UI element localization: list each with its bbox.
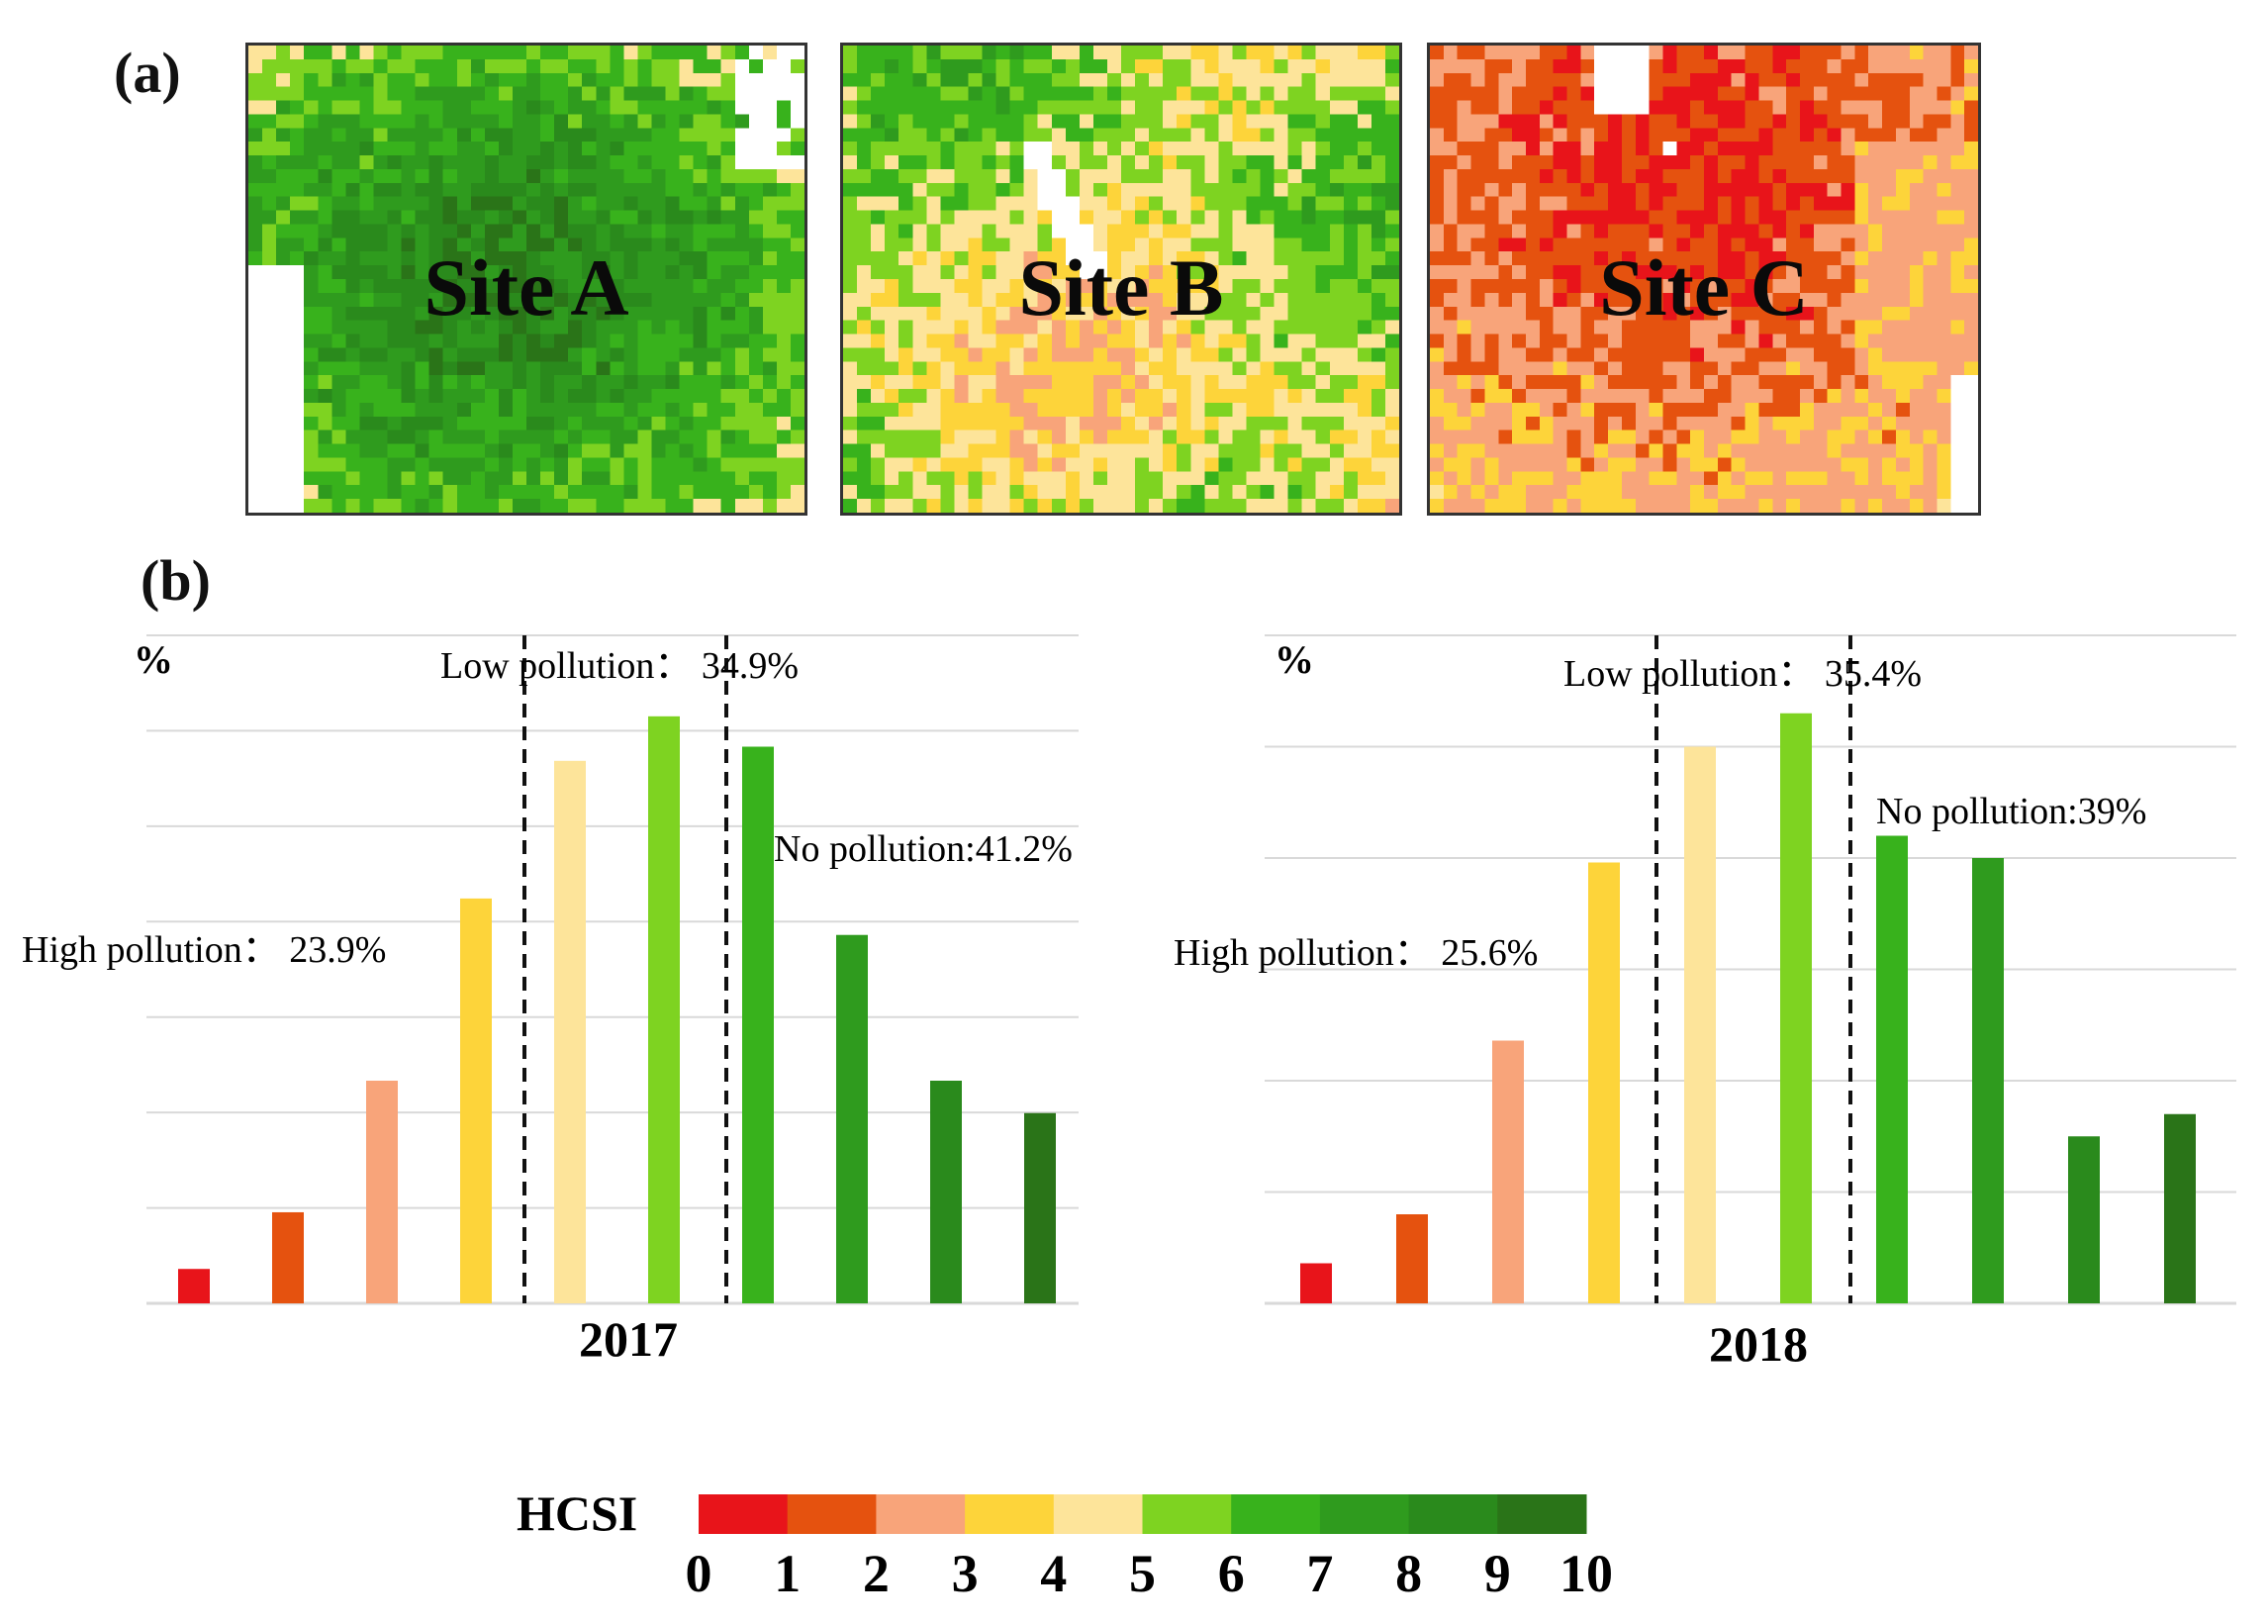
chart-2018-bar-2-3 — [1492, 1040, 1524, 1303]
chart-2017-bar-4-5 — [554, 760, 586, 1303]
chart-2017-bar-3-4 — [460, 898, 492, 1303]
hcsi-legend-title: HCSI — [517, 1485, 637, 1541]
site-c-raster — [1430, 46, 1978, 513]
chart-2018-bar-5-6 — [1780, 713, 1812, 1303]
hcsi-legend-swatch-2 — [876, 1494, 966, 1534]
chart-2017-bar-6-7 — [742, 746, 774, 1303]
chart-2018-none-annotation: No pollution:39% — [1876, 791, 2146, 832]
chart-2018-bar-1-2 — [1396, 1214, 1428, 1303]
chart-2018-low-annotation: Low pollution： 35.4% — [1563, 653, 1922, 695]
chart-2017-bar-0-1 — [178, 1269, 210, 1303]
chart-2017-ylabel: % — [134, 637, 173, 682]
chart-2018: % Low pollution： 35.4% No pollution:39% … — [1174, 634, 2236, 1372]
hcsi-legend-tick: 10 — [1559, 1544, 1613, 1603]
chart-2017-title: 2017 — [579, 1311, 678, 1367]
chart-2018-bar-4-5 — [1684, 746, 1716, 1303]
chart-2018-grid — [1265, 634, 2236, 1305]
chart-2018-high-annotation: High pollution： 25.6% — [1174, 932, 1538, 974]
site-a-raster — [248, 46, 804, 513]
hcsi-legend: HCSI 0 1 2 3 4 5 6 7 8 9 10 — [517, 1485, 1614, 1603]
chart-2018-bar-8-9 — [2068, 1136, 2100, 1303]
chart-2017-bar-1-2 — [272, 1211, 304, 1303]
hcsi-legend-tick: 3 — [952, 1544, 979, 1603]
site-b-raster — [843, 46, 1399, 513]
chart-2017-bar-2-3 — [366, 1081, 398, 1303]
hcsi-legend-swatch-9 — [1497, 1494, 1587, 1534]
chart-2017-grid — [146, 634, 1079, 1305]
chart-2018-bar-9-10 — [2164, 1113, 2196, 1303]
chart-2017-bar-8-9 — [930, 1081, 962, 1303]
hcsi-legend-swatch-0 — [699, 1494, 789, 1534]
hcsi-legend-tick: 7 — [1306, 1544, 1333, 1603]
hcsi-legend-tick: 1 — [774, 1544, 801, 1603]
chart-2018-bars — [1300, 713, 2196, 1303]
hcsi-legend-swatch-8 — [1408, 1494, 1498, 1534]
hcsi-legend-swatch-6 — [1231, 1494, 1321, 1534]
chart-2018-title: 2018 — [1709, 1316, 1808, 1372]
chart-2017-bar-7-8 — [836, 934, 868, 1303]
hcsi-legend-tick: 9 — [1484, 1544, 1511, 1603]
chart-2018-bar-3-4 — [1588, 862, 1620, 1303]
chart-2018-bar-6-7 — [1876, 835, 1908, 1303]
hcsi-legend-swatch-3 — [965, 1494, 1055, 1534]
panel-a-label: (a) — [114, 41, 181, 105]
hcsi-legend-tick: 5 — [1129, 1544, 1156, 1603]
site-b-map: Site B — [840, 43, 1402, 516]
chart-2017-bar-9-10 — [1024, 1112, 1056, 1303]
site-c-map: Site C — [1427, 43, 1981, 516]
chart-2017-bar-5-6 — [648, 716, 680, 1303]
hcsi-legend-swatch-7 — [1319, 1494, 1410, 1534]
hcsi-legend-ticks: 0 1 2 3 4 5 6 7 8 9 10 — [686, 1544, 1614, 1603]
hcsi-legend-tick: 0 — [686, 1544, 712, 1603]
hcsi-legend-tick: 4 — [1040, 1544, 1067, 1603]
hcsi-legend-swatches — [699, 1494, 1587, 1534]
hcsi-legend-tick: 8 — [1395, 1544, 1422, 1603]
site-a-map: Site A — [245, 43, 807, 516]
hcsi-legend-swatch-5 — [1142, 1494, 1232, 1534]
chart-2018-ylabel: % — [1275, 637, 1314, 682]
chart-2017: % Low pollution： 34.9% No pollution:41.2… — [22, 634, 1079, 1367]
hcsi-legend-tick: 2 — [863, 1544, 890, 1603]
hcsi-legend-tick: 6 — [1218, 1544, 1245, 1603]
chart-2017-low-annotation: Low pollution： 34.9% — [440, 645, 799, 687]
chart-2018-bar-7-8 — [1972, 858, 2004, 1303]
chart-2017-bars — [178, 716, 1056, 1303]
panel-b-label: (b) — [141, 548, 211, 613]
chart-2017-none-annotation: No pollution:41.2% — [774, 828, 1073, 870]
chart-2017-high-annotation: High pollution： 23.9% — [22, 929, 386, 971]
chart-2018-bar-0-1 — [1300, 1263, 1332, 1303]
hcsi-legend-swatch-1 — [787, 1494, 877, 1534]
hcsi-legend-swatch-4 — [1053, 1494, 1143, 1534]
